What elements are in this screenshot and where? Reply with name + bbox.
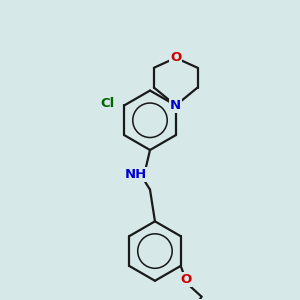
Text: O: O: [170, 51, 182, 64]
Text: Cl: Cl: [100, 97, 114, 110]
Text: O: O: [180, 273, 191, 286]
Text: N: N: [170, 99, 181, 112]
Text: NH: NH: [125, 168, 147, 181]
